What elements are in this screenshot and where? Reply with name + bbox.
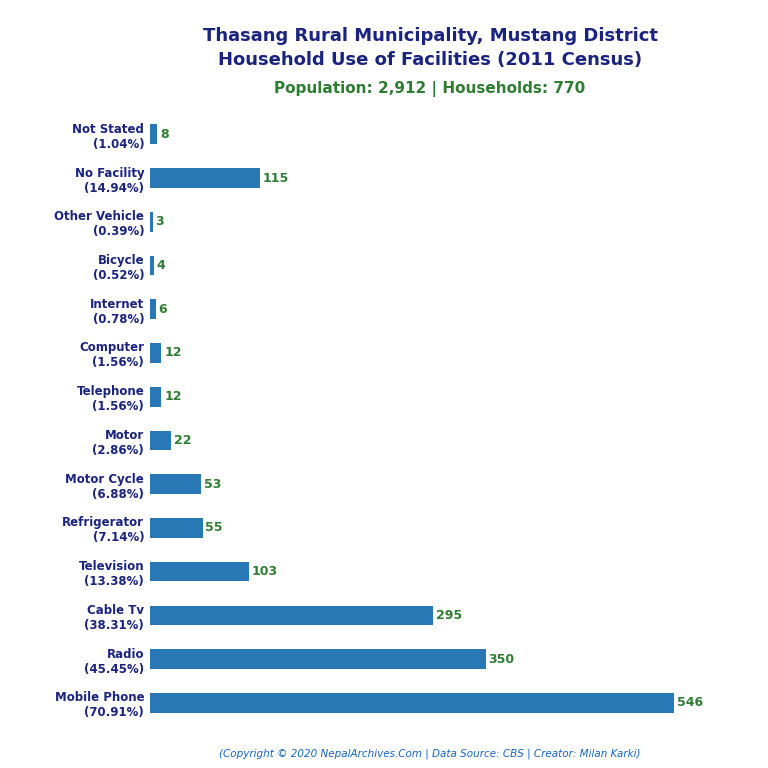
Text: 12: 12 <box>164 346 182 359</box>
Text: 4: 4 <box>157 259 165 272</box>
Bar <box>150 475 200 494</box>
Text: 115: 115 <box>263 171 290 184</box>
Text: 22: 22 <box>174 434 191 447</box>
Bar <box>150 343 161 362</box>
Text: 55: 55 <box>205 521 223 535</box>
Text: (Copyright © 2020 NepalArchives.Com | Data Source: CBS | Creator: Milan Karki): (Copyright © 2020 NepalArchives.Com | Da… <box>220 748 641 759</box>
Text: 3: 3 <box>155 215 164 228</box>
Bar <box>150 212 153 232</box>
Text: 53: 53 <box>204 478 221 491</box>
Bar <box>150 431 170 450</box>
Text: 6: 6 <box>158 303 167 316</box>
Text: 350: 350 <box>488 653 515 666</box>
Bar <box>150 300 155 319</box>
Bar <box>150 693 674 713</box>
Bar <box>150 387 161 406</box>
Bar <box>150 256 154 276</box>
Text: Population: 2,912 | Households: 770: Population: 2,912 | Households: 770 <box>274 81 586 97</box>
Bar <box>150 124 157 144</box>
Bar <box>150 605 433 625</box>
Text: 103: 103 <box>251 565 278 578</box>
Text: 12: 12 <box>164 390 182 403</box>
Bar <box>150 518 203 538</box>
Text: 8: 8 <box>161 127 169 141</box>
Bar <box>150 561 249 581</box>
Text: Thasang Rural Municipality, Mustang District: Thasang Rural Municipality, Mustang Dist… <box>203 27 657 45</box>
Bar <box>150 168 260 188</box>
Bar <box>150 649 485 669</box>
Text: 546: 546 <box>677 697 703 710</box>
Text: Household Use of Facilities (2011 Census): Household Use of Facilities (2011 Census… <box>218 51 642 69</box>
Text: 295: 295 <box>436 609 462 622</box>
